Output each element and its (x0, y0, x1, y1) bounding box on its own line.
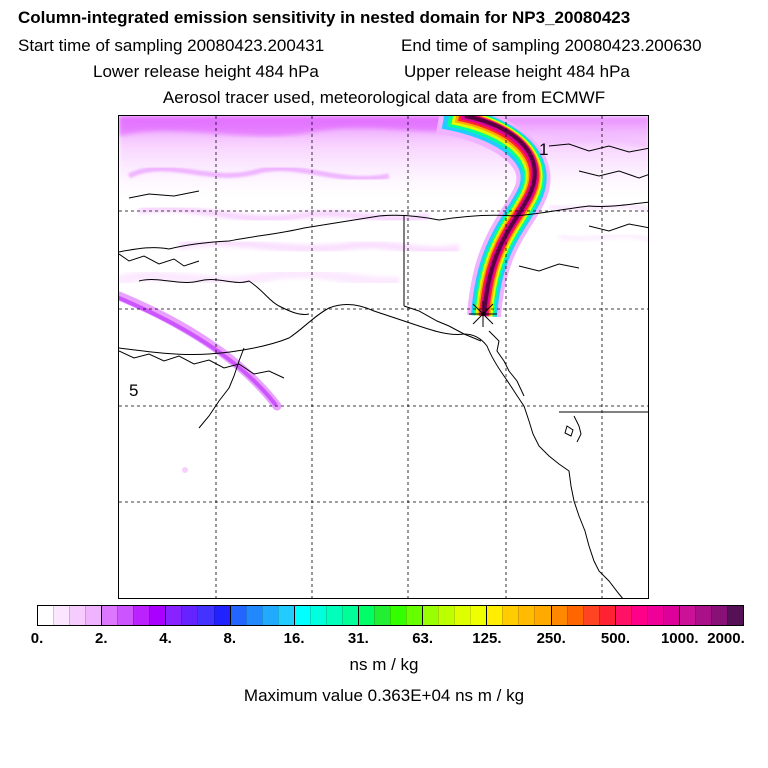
colorbar-cell (710, 606, 728, 625)
colorbar-cell (406, 606, 423, 625)
colorbar-cell (390, 606, 407, 625)
end-time-label: End time of sampling 20080423.200630 (401, 36, 702, 55)
colorbar-cell (534, 606, 551, 625)
colorbar-cell (85, 606, 102, 625)
colorbar-cell (197, 606, 214, 625)
colorbar-cell (165, 606, 182, 625)
colorbar-cell (325, 606, 342, 625)
lower-release-label: Lower release height 484 hPa (93, 62, 319, 81)
colorbar-tick-label: 250. (536, 630, 566, 647)
colorbar-unit-label: ns m / kg (349, 655, 419, 674)
release-point-marker (469, 301, 497, 327)
map-canvas: 1 5 (119, 116, 648, 598)
colorbar-cell (630, 606, 647, 625)
colorbar-cell (69, 606, 86, 625)
colorbar-cell (261, 606, 278, 625)
colorbar-cell (149, 606, 166, 625)
colorbar-cell (293, 606, 310, 625)
colorbar-cell (727, 606, 744, 625)
maximum-value-label: Maximum value 0.363E+04 ns m / kg (243, 686, 525, 705)
colorbar-tick-label: 2000. (707, 630, 745, 647)
colorbar-cell (614, 606, 631, 625)
colorbar-tick-label: 63. (412, 630, 434, 647)
colorbar-cell (694, 606, 711, 625)
colorbar-tick-label: 8. (223, 630, 237, 647)
colorbar-cell (341, 606, 358, 625)
colorbar-cell (373, 606, 391, 625)
start-time-label: Start time of sampling 20080423.200431 (18, 36, 325, 55)
colorbar-cell (101, 606, 118, 625)
map-panel: 1 5 (118, 115, 649, 599)
map-title: Column-integrated emission sensitivity i… (18, 8, 631, 27)
plume-5 (119, 291, 282, 411)
colorbar-cell (117, 606, 134, 625)
colorbar-cell (438, 606, 455, 625)
plume-label-5: 5 (129, 381, 138, 400)
tracer-info-label: Aerosol tracer used, meteorological data… (162, 88, 606, 107)
colorbar-tick-label: 4. (159, 630, 172, 647)
colorbar-cell (53, 606, 70, 625)
colorbar-cell (502, 606, 519, 625)
colorbar-cell (277, 606, 294, 625)
colorbar-cell (566, 606, 583, 625)
diffuse-sensitivity-field (119, 116, 648, 473)
colorbar-cell (357, 606, 374, 625)
colorbar-cell (213, 606, 230, 625)
colorbar-cell (550, 606, 567, 625)
colorbar-cell (422, 606, 439, 625)
colorbar-tick-label: 16. (283, 630, 305, 647)
colorbar (37, 605, 744, 626)
colorbar-tick-label: 125. (472, 630, 502, 647)
colorbar-tick-label: 2. (95, 630, 108, 647)
colorbar-cell (309, 606, 326, 625)
colorbar-cell (470, 606, 487, 625)
colorbar-cell (486, 606, 503, 625)
plume-label-1: 1 (539, 140, 548, 159)
colorbar-cell (662, 606, 679, 625)
colorbar-cell (598, 606, 615, 625)
colorbar-cell (582, 606, 599, 625)
colorbar-cell (245, 606, 262, 625)
colorbar-cell (646, 606, 663, 625)
boundaries (403, 216, 648, 413)
colorbar-tick-label: 0. (30, 630, 44, 647)
colorbar-cell (518, 606, 535, 625)
graticule (119, 116, 648, 598)
colorbar-tick-label: 1000. (660, 630, 699, 647)
upper-release-label: Upper release height 484 hPa (404, 62, 630, 81)
colorbar-cell (678, 606, 695, 625)
colorbar-cell (454, 606, 471, 625)
colorbar-tick-label: 31. (347, 630, 369, 647)
colorbar-tick-label: 500. (600, 630, 631, 647)
colorbar-cell (38, 606, 54, 625)
coastlines (119, 143, 648, 598)
colorbar-cell (181, 606, 198, 625)
colorbar-cell (133, 606, 150, 625)
plume-1 (435, 116, 551, 318)
colorbar-cell (229, 606, 246, 625)
